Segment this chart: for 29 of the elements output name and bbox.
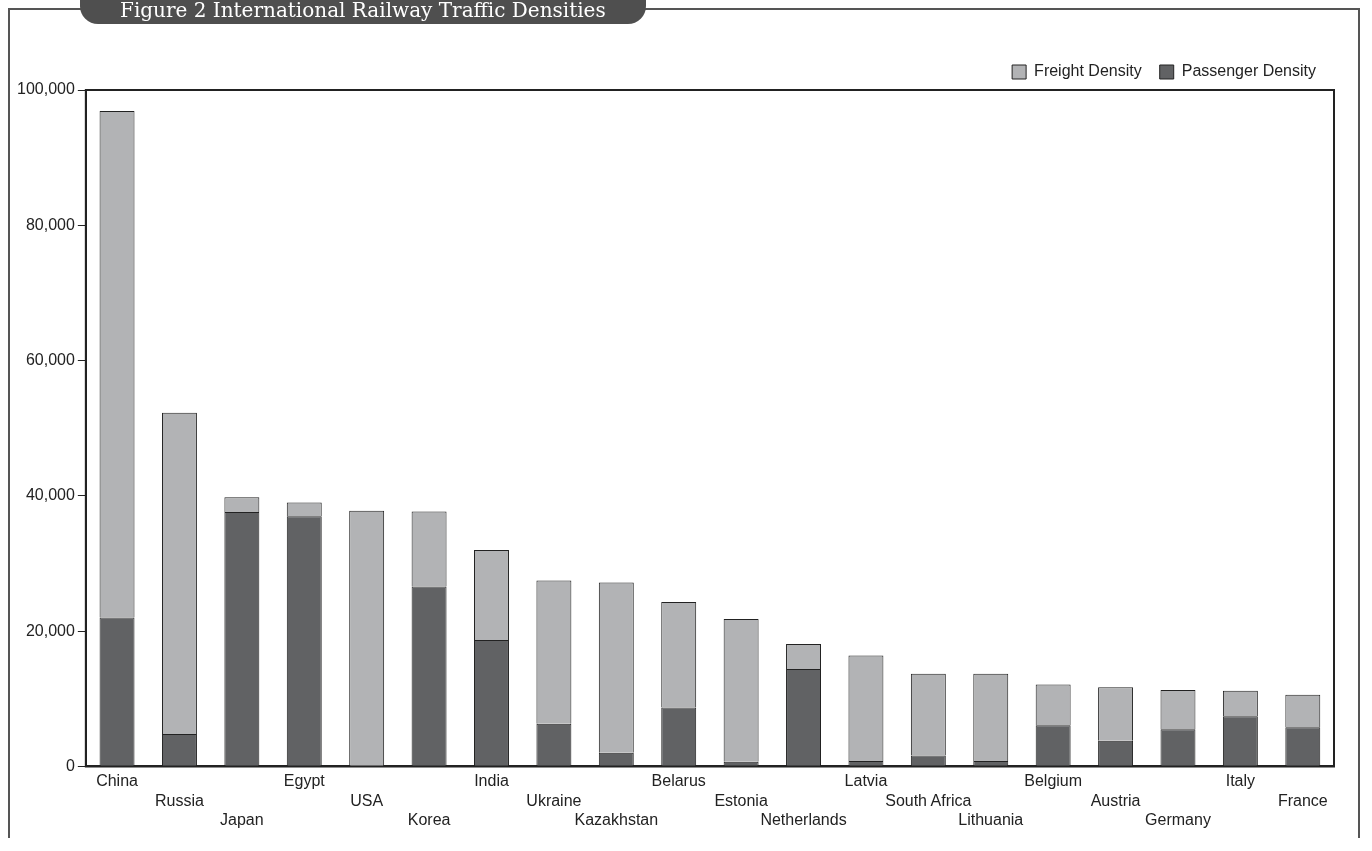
y-tick-label: 0 [65, 756, 75, 774]
x-tick-label: Ukraine [526, 791, 582, 809]
x-tick-label: Italy [1225, 772, 1256, 790]
y-tick-label: 60,000 [25, 350, 75, 368]
y-tick-label: 80,000 [25, 215, 75, 233]
x-tick-label: South Africa [885, 791, 972, 809]
x-tick-label: Latvia [844, 772, 888, 790]
x-tick-label: Russia [155, 791, 204, 809]
x-tick-label: Austria [1090, 791, 1141, 809]
x-tick-label: Korea [407, 810, 451, 828]
y-tick-label: 20,000 [25, 621, 75, 639]
y-tick-label: 100,000 [16, 80, 75, 98]
x-tick-label: Japan [220, 810, 264, 828]
x-tick-label: Estonia [714, 791, 768, 809]
chart-title: Figure 2 International Railway Traffic Densities [80, 0, 646, 24]
x-tick-label: India [474, 772, 509, 790]
y-tick-label: 40,000 [25, 486, 75, 504]
x-tick-label: Germany [1145, 810, 1211, 828]
x-tick-label: Netherlands [760, 810, 847, 828]
legend-label: Passenger Density [1181, 62, 1317, 80]
x-tick-label: Belarus [651, 772, 706, 790]
x-tick-label: Belgium [1024, 772, 1083, 790]
x-tick-label: China [96, 772, 139, 790]
x-tick-label: France [1277, 791, 1328, 809]
x-tick-label: Egypt [283, 772, 326, 790]
x-tick-label: Kazakhstan [574, 810, 659, 828]
x-tick-label: Lithuania [958, 810, 1024, 828]
x-tick-label: USA [350, 791, 384, 809]
legend-label: Freight Density [1034, 62, 1142, 80]
